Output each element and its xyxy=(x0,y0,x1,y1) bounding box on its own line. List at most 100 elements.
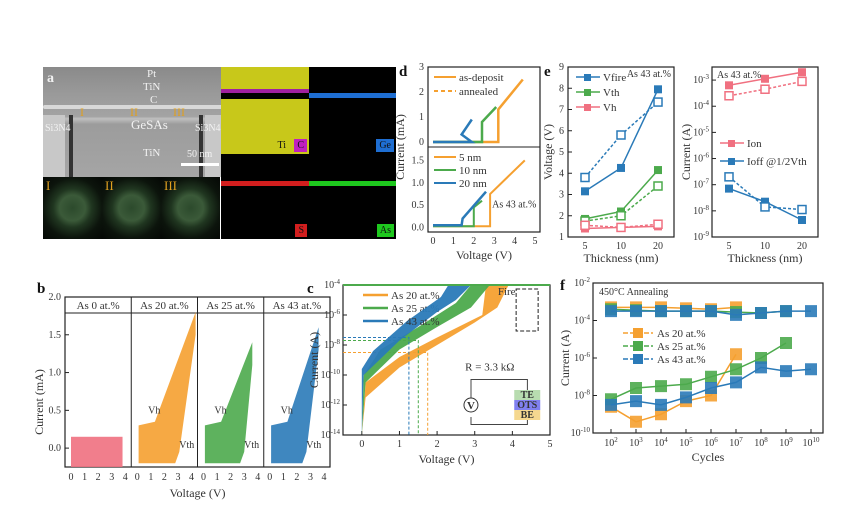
y-tick-label: 3 xyxy=(559,190,564,201)
subpanel-title: As 43 at.% xyxy=(273,300,322,312)
legend-marker xyxy=(728,140,735,147)
y-tick-label: 9 xyxy=(559,62,564,73)
vh-annotation: Vh xyxy=(148,405,160,416)
vth-annotation: Vth xyxy=(306,440,321,451)
x-tick-label: 3 xyxy=(109,472,114,483)
y-axis-label: Current (A) xyxy=(307,332,321,388)
x-tick-label: 5 xyxy=(583,241,588,252)
data-point xyxy=(761,197,769,206)
panel-label-b: b xyxy=(37,281,46,297)
y-tick-label: 1 xyxy=(419,112,424,123)
data-point-off xyxy=(655,380,667,393)
y-tick-label: 10-3 xyxy=(693,73,709,86)
data-point-annealed xyxy=(616,222,626,233)
data-point-annealed xyxy=(653,219,663,229)
iv-series-band xyxy=(361,285,509,435)
x-tick-label: 0 xyxy=(359,439,364,450)
data-point-annealed xyxy=(580,172,590,183)
fft-label: I xyxy=(46,178,51,193)
vth-guide xyxy=(343,340,419,435)
data-point-off xyxy=(630,395,642,408)
data-point-annealed xyxy=(616,130,626,140)
data-point-on xyxy=(655,305,667,318)
data-point-on xyxy=(805,305,817,318)
x-tick-label: 109 xyxy=(779,436,793,449)
plot-frame-d xyxy=(427,66,541,233)
plot-frame-e-current xyxy=(711,66,819,238)
composition-annotation: As 43 at.% xyxy=(492,199,536,210)
y-tick-label: 10-8 xyxy=(324,338,340,351)
eds-map-s: S xyxy=(221,154,309,239)
legend-label: As 20 at.% xyxy=(391,290,440,302)
x-tick-label: 3 xyxy=(308,472,313,483)
x-tick-label: 106 xyxy=(704,436,718,449)
data-point-annealed xyxy=(653,181,663,191)
y-tick-label: 1.5 xyxy=(49,330,62,341)
data-point xyxy=(798,216,806,224)
y-axis-label: Current (mA) xyxy=(393,114,407,180)
fire-box xyxy=(515,288,539,332)
x-tick-label: 5 xyxy=(548,439,553,450)
eds-label-s: S xyxy=(295,224,307,237)
scale-bar-label: 50 nm xyxy=(187,149,213,160)
y-tick-label: 0.5 xyxy=(412,200,425,211)
fft-label: II xyxy=(105,178,114,193)
stack-layer-label: TE xyxy=(521,390,535,401)
y-tick-label: 10-12 xyxy=(321,398,341,411)
data-point-on xyxy=(730,308,742,321)
y-tick-label: 10-9 xyxy=(693,230,709,243)
x-axis-label: Voltage (V) xyxy=(169,486,225,500)
y-tick-label: 2 xyxy=(419,87,424,98)
data-point-annealed xyxy=(724,91,734,101)
data-point xyxy=(654,166,662,175)
layer-label: GeSAs xyxy=(131,117,168,132)
y-tick-label: 1.0 xyxy=(49,368,62,379)
eds-gap xyxy=(221,93,309,99)
spacer-line xyxy=(69,115,73,177)
y-tick-label: 10-7 xyxy=(693,178,709,191)
layer-label: TiN xyxy=(143,81,161,93)
data-point xyxy=(654,85,662,94)
data-point-annealed xyxy=(653,97,663,107)
vth-annotation: Vth xyxy=(244,440,259,451)
voltage-source-icon xyxy=(463,397,479,413)
scale-bar xyxy=(181,163,219,166)
x-tick-label: 3 xyxy=(492,236,497,247)
legend-marker xyxy=(633,328,643,338)
eds-label-as: As xyxy=(376,224,394,237)
x-tick-label: 2 xyxy=(96,472,101,483)
data-point-off xyxy=(730,376,742,389)
circuit-wire xyxy=(470,379,528,411)
x-tick-label: 2 xyxy=(228,472,233,483)
data-point-off xyxy=(780,365,792,378)
legend-marker xyxy=(584,89,591,96)
eds-label-ti: Ti xyxy=(274,139,289,152)
y-tick-label: 0.5 xyxy=(49,405,62,416)
y-tick-label: 10-6 xyxy=(574,351,590,364)
y-tick-label: 10-4 xyxy=(693,99,709,112)
data-point-on xyxy=(680,305,692,318)
eds-map-ge: Ge xyxy=(309,67,396,154)
x-tick-label: 10 xyxy=(760,241,770,252)
x-tick-label: 0 xyxy=(135,472,140,483)
spacer-line xyxy=(199,115,203,177)
data-point-off xyxy=(655,398,667,411)
legend-label: Vfire xyxy=(603,72,626,84)
x-tick-label: 5 xyxy=(533,236,538,247)
panel-label-d: d xyxy=(399,64,408,80)
x-tick-label: 1 xyxy=(397,439,402,450)
region-marker: II xyxy=(130,105,138,119)
legend-label: Vh xyxy=(603,102,617,114)
stack-layer xyxy=(514,390,541,400)
series-line-on xyxy=(611,306,737,311)
iv-series-band xyxy=(361,285,490,435)
legend-marker xyxy=(633,354,643,364)
x-axis-label: Voltage (V) xyxy=(456,248,512,262)
panel-label-f: f xyxy=(560,278,565,294)
stack-layer-label: BE xyxy=(521,410,535,421)
data-point-annealed xyxy=(616,211,626,221)
